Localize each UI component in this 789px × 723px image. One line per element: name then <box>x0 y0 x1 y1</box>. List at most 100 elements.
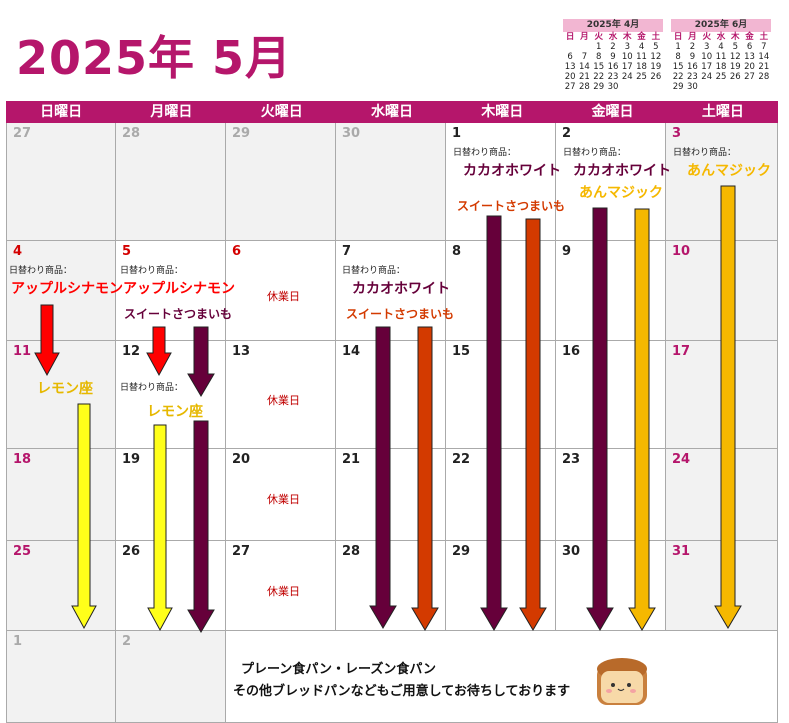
day-cell[interactable]: 19 <box>116 449 226 541</box>
day-cell[interactable]: 29 <box>446 541 556 631</box>
mini-day: 23 <box>607 72 619 82</box>
closed-label: 休業日 <box>267 394 300 407</box>
product-apple-cinnamon: アップルシナモン <box>123 281 235 297</box>
day-number: 28 <box>342 544 361 559</box>
day-number: 6 <box>232 244 242 259</box>
product-lemon: レモン座 <box>147 404 203 420</box>
day-number: 12 <box>122 344 141 359</box>
day-cell[interactable]: 28 <box>336 541 446 631</box>
product-sweet-potato: スイートさつまいも <box>457 199 566 213</box>
mini-dow: 日 <box>673 32 683 42</box>
mini-day: 16 <box>607 62 619 72</box>
day-number: 5 <box>122 244 132 259</box>
day-cell[interactable]: 5 <box>116 241 226 341</box>
day-cell[interactable]: 11 <box>6 341 116 449</box>
mini-day: 5 <box>732 42 738 52</box>
mini-dow: 金 <box>745 32 754 42</box>
day-number: 9 <box>562 244 572 259</box>
mini-dow: 金 <box>637 32 646 42</box>
mini-day: 21 <box>758 62 770 72</box>
mini-day: 1 <box>595 42 602 52</box>
day-cell[interactable]: 20 <box>226 449 336 541</box>
day-cell[interactable]: 12 <box>116 341 226 449</box>
footer-line-1: プレーン食パン・レーズン食パン <box>241 662 437 677</box>
weekday-tue: 火曜日 <box>260 104 303 120</box>
daily-item-label: 日替わり商品： <box>120 266 184 276</box>
day-number: 13 <box>232 344 251 359</box>
mini-day: 9 <box>610 52 616 62</box>
day-cell[interactable]: 30 <box>336 123 446 241</box>
mini-day: 24 <box>621 72 633 82</box>
day-cell[interactable]: 14 <box>336 341 446 449</box>
mini-day: 29 <box>593 82 605 92</box>
mini-calendar-june: 2025年 6月 日月火水木金土 1 2 3 4 5 6 7 8 9 10 11 12 13 14 15 16 1… <box>671 19 771 92</box>
day-cell[interactable]: 28 <box>116 123 226 241</box>
day-cell[interactable]: 29 <box>226 123 336 241</box>
product-arrow <box>628 208 656 631</box>
mini-dow: 月 <box>580 32 589 42</box>
mini-dow: 水 <box>716 32 726 42</box>
mini-day: 23 <box>687 72 698 82</box>
mini-day: 6 <box>746 42 753 52</box>
day-cell[interactable]: 2 <box>556 123 666 241</box>
day-cell[interactable]: 23 <box>556 449 666 541</box>
product-lemon: レモン座 <box>37 381 93 397</box>
mini-day: 22 <box>672 72 684 82</box>
mini-day: 10 <box>621 52 633 62</box>
product-arrow <box>411 326 439 631</box>
mini-day: 27 <box>564 82 576 92</box>
mini-day: 17 <box>701 62 713 72</box>
day-number: 29 <box>232 126 251 141</box>
day-cell[interactable]: 3 <box>666 123 778 241</box>
day-cell[interactable]: 16 <box>556 341 666 449</box>
day-cell[interactable]: 7 <box>336 241 446 341</box>
mini-day: 26 <box>729 72 741 82</box>
day-number: 4 <box>13 244 23 259</box>
day-cell[interactable]: 27 <box>226 541 336 631</box>
mini-day: 29 <box>672 82 684 92</box>
closed-label: 休業日 <box>267 585 300 598</box>
daily-item-label: 日替わり商品： <box>453 148 517 158</box>
product-arrow <box>187 420 215 633</box>
mini-day: 20 <box>564 72 576 82</box>
daily-item-label: 日替わり商品： <box>342 266 406 276</box>
day-cell[interactable]: 13 <box>226 341 336 449</box>
day-number: 7 <box>342 244 352 259</box>
mini-dow: 月 <box>688 32 697 42</box>
day-number: 30 <box>342 126 361 141</box>
day-cell[interactable]: 30 <box>556 541 666 631</box>
day-cell[interactable]: 21 <box>336 449 446 541</box>
day-cell[interactable]: 4 <box>6 241 116 341</box>
mini-dow: 水 <box>608 32 618 42</box>
product-arrow <box>187 326 215 397</box>
day-cell[interactable]: 25 <box>6 541 116 631</box>
daily-item-label: 日替わり商品： <box>9 266 73 276</box>
weekday-sun: 日曜日 <box>40 104 83 120</box>
product-cacao-white: カカオホワイト <box>573 163 671 179</box>
daily-item-label: 日替わり商品： <box>120 383 184 393</box>
day-cell[interactable]: 6 <box>226 241 336 341</box>
mini-dow: 火 <box>594 32 603 42</box>
day-number: 2 <box>122 634 132 649</box>
day-number: 15 <box>452 344 471 359</box>
day-number: 16 <box>562 344 581 359</box>
mini-day: 16 <box>687 62 698 72</box>
weekday-wed: 水曜日 <box>370 104 413 120</box>
mini-calendar-header: 2025年 6月 <box>671 19 771 32</box>
day-number: 11 <box>13 344 32 359</box>
mini-day: 19 <box>729 62 741 72</box>
day-number: 18 <box>13 452 32 467</box>
day-cell[interactable]: 27 <box>6 123 116 241</box>
mini-day: 20 <box>744 62 755 72</box>
mini-day: 8 <box>595 52 602 62</box>
product-arrow <box>71 403 97 630</box>
day-cell[interactable]: 9 <box>556 241 666 341</box>
footer-line-2: その他ブレッドパンなどもご用意してお待ちしております <box>233 684 571 699</box>
mini-day: 7 <box>761 42 767 52</box>
day-cell[interactable]: 18 <box>6 449 116 541</box>
product-arrow <box>146 326 172 377</box>
day-number: 10 <box>672 244 691 259</box>
day-cell[interactable]: 1 <box>6 631 116 723</box>
day-cell[interactable]: 26 <box>116 541 226 631</box>
